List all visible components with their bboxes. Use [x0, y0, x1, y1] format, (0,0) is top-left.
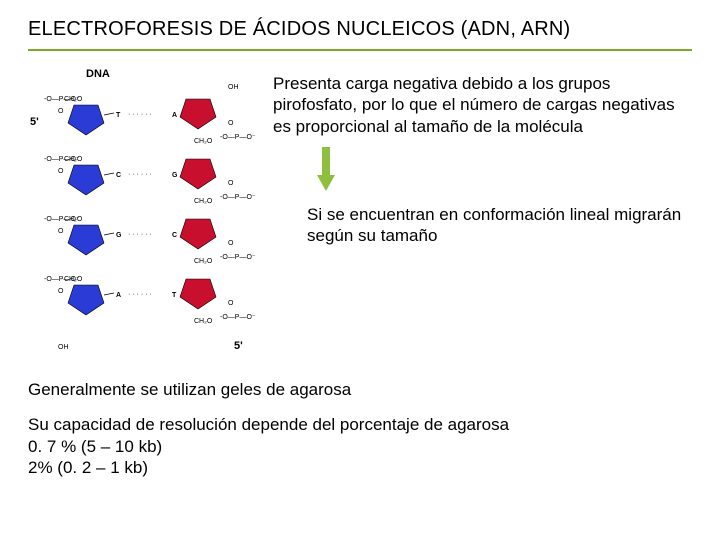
title-underline [28, 49, 692, 51]
svg-text:O: O [228, 180, 234, 187]
paragraph-agarose: Generalmente se utilizan geles de agaros… [28, 379, 692, 400]
slide-root: ELECTROFORESIS DE ÁCIDOS NUCLEICOS (ADN,… [0, 0, 720, 540]
resolution-line1: Su capacidad de resolución depende del p… [28, 415, 509, 434]
svg-text:CH₂O: CH₂O [194, 198, 213, 205]
down-arrow [317, 147, 692, 196]
resolution-line3: 2% (0. 2 – 1 kb) [28, 458, 148, 477]
svg-text:-O—P—O⁻: -O—P—O⁻ [220, 254, 256, 261]
svg-text:C: C [172, 232, 177, 239]
bottom-block: Generalmente se utilizan geles de agaros… [28, 379, 692, 478]
svg-text:O: O [58, 168, 64, 175]
svg-text:· · · · · ·: · · · · · · [128, 111, 152, 118]
svg-text:-O—P—O⁻: -O—P—O⁻ [220, 314, 256, 321]
paragraph-charge: Presenta carga negativa debido a los gru… [273, 73, 692, 137]
svg-text:A: A [116, 292, 121, 299]
svg-text:A: A [172, 112, 177, 119]
svg-text:T: T [116, 112, 121, 119]
dna-diagram: DNA 5' OH -O—P—O⁻OCH₂OCH₂O-O—P—O⁻O· · · … [28, 65, 263, 355]
svg-text:CH₂O: CH₂O [194, 318, 213, 325]
svg-text:· · · · · ·: · · · · · · [128, 291, 152, 298]
dna-svg: DNA 5' OH -O—P—O⁻OCH₂OCH₂O-O—P—O⁻O· · · … [28, 65, 263, 355]
svg-text:C: C [116, 172, 121, 179]
svg-text:CH₂O: CH₂O [194, 258, 213, 265]
paragraph-resolution: Su capacidad de resolución depende del p… [28, 414, 692, 478]
svg-text:CH₂O: CH₂O [64, 216, 83, 223]
svg-text:O: O [58, 288, 64, 295]
paragraph-migration: Si se encuentran en conformación lineal … [307, 204, 692, 247]
svg-text:· · · · · ·: · · · · · · [128, 171, 152, 178]
oh-top: OH [228, 84, 239, 91]
svg-text:-O—P—O⁻: -O—P—O⁻ [220, 194, 256, 201]
arrow-icon [317, 147, 335, 191]
svg-text:-O—P—O⁻: -O—P—O⁻ [220, 134, 256, 141]
oh-bottom: OH [58, 344, 69, 351]
svg-text:O: O [228, 120, 234, 127]
svg-text:CH₂O: CH₂O [64, 156, 83, 163]
svg-text:G: G [116, 232, 122, 239]
svg-text:CH₂O: CH₂O [64, 96, 83, 103]
svg-text:O: O [58, 228, 64, 235]
svg-text:CH₂O: CH₂O [64, 276, 83, 283]
five-prime-right: 5' [234, 340, 243, 352]
svg-text:T: T [172, 292, 177, 299]
svg-text:CH₂O: CH₂O [194, 138, 213, 145]
resolution-line2: 0. 7 % (5 – 10 kb) [28, 437, 162, 456]
body-row: DNA 5' OH -O—P—O⁻OCH₂OCH₂O-O—P—O⁻O· · · … [28, 65, 692, 355]
five-prime-left: 5' [30, 116, 39, 128]
svg-text:· · · · · ·: · · · · · · [128, 231, 152, 238]
dna-label: DNA [86, 68, 110, 80]
slide-title: ELECTROFORESIS DE ÁCIDOS NUCLEICOS (ADN,… [28, 18, 692, 47]
svg-text:O: O [228, 240, 234, 247]
right-column: Presenta carga negativa debido a los gru… [263, 65, 692, 355]
svg-text:O: O [228, 300, 234, 307]
svg-text:O: O [58, 108, 64, 115]
svg-text:G: G [172, 172, 178, 179]
